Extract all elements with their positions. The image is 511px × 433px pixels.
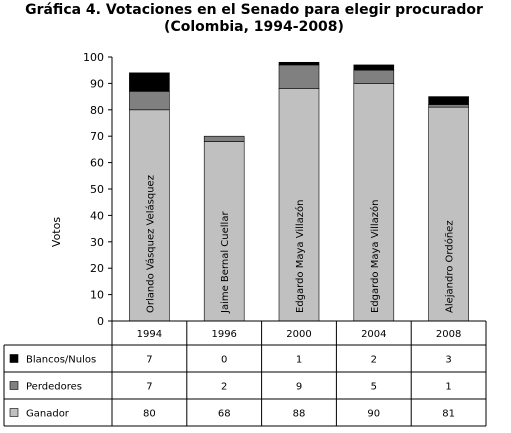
table-cell-value: 81 [442, 409, 455, 420]
y-tick-label: 10 [90, 289, 104, 302]
bar-segment [353, 64, 395, 71]
table-cell-value: 3 [445, 355, 451, 366]
bar-segment [203, 141, 245, 322]
legend-swatch [9, 354, 19, 363]
bar-label: Jaime Bernal Cuellar [220, 211, 231, 314]
y-tick-label: 90 [90, 77, 104, 90]
table-cell-value: 5 [371, 382, 377, 393]
chart-title-line2: (Colombia, 1994-2008) [164, 19, 344, 35]
table-cell-value: 90 [367, 409, 380, 420]
bar-segment [428, 106, 469, 322]
category-label: 2004 [361, 329, 386, 340]
bar-segment [203, 135, 245, 142]
bar-label: Alejandro Ordóñez [444, 220, 456, 313]
bar-segment [428, 104, 469, 108]
legend-label: Ganador [26, 409, 70, 420]
y-tick-label: 40 [90, 209, 104, 222]
legend-swatch [9, 408, 19, 417]
bar-segment [353, 69, 395, 84]
bar-label: Edgardo Maya Villazón [369, 200, 381, 314]
bar-label: Orlando Vásquez Velásquez [144, 175, 156, 313]
category-label: 2008 [436, 329, 461, 340]
bar-segment [129, 72, 170, 92]
bar-segment [129, 91, 170, 111]
table-cell-value: 7 [146, 355, 152, 366]
category-label: 1994 [137, 329, 162, 340]
axes: 0 10 20 30 40 50 60 70 80 90 100 [83, 51, 113, 328]
table-cell-value: 80 [143, 409, 156, 420]
y-tick-label: 30 [90, 236, 104, 249]
data-table: 1994 1996 2000 2004 2008 Blancos/Nulos 7 0 1 2 3 Pe… [3, 320, 487, 427]
table-cell-value: 68 [218, 409, 231, 420]
table-cell-value: 9 [296, 382, 302, 393]
y-tick-label: 0 [97, 315, 104, 328]
category-label: 2000 [286, 329, 311, 340]
bar-segment [278, 64, 320, 89]
bar-segment [428, 96, 469, 105]
bars: Orlando Vásquez Velásquez Jaime Bernal Cu… [129, 61, 469, 322]
chart-title-line1: Gráfica 4. Votaciones en el Senado para … [25, 2, 483, 18]
bar-label: Edgardo Maya Villazón [294, 200, 306, 314]
y-tick-label: 70 [90, 130, 104, 143]
table-cell-value: 1 [296, 355, 302, 366]
legend-label: Blancos/Nulos [26, 355, 96, 366]
y-axis-label: Votos [50, 217, 63, 247]
y-tick-label: 60 [90, 157, 104, 170]
table-cell-value: 7 [146, 382, 152, 393]
table-cell-value: 2 [371, 355, 377, 366]
y-tick-label: 20 [90, 262, 104, 275]
y-tick-label: 80 [90, 104, 104, 117]
y-tick-label: 100 [83, 51, 104, 64]
table-cell-value: 1 [445, 382, 451, 393]
table-cell-value: 88 [293, 409, 306, 420]
y-tick-label: 50 [90, 183, 104, 196]
table-cell-value: 0 [221, 355, 227, 366]
legend-label: Perdedores [26, 382, 82, 393]
bar-segment [129, 109, 170, 322]
category-label: 1996 [211, 329, 236, 340]
table-cell-value: 2 [221, 382, 227, 393]
legend-swatch [9, 381, 19, 390]
bar-segment [278, 61, 320, 66]
